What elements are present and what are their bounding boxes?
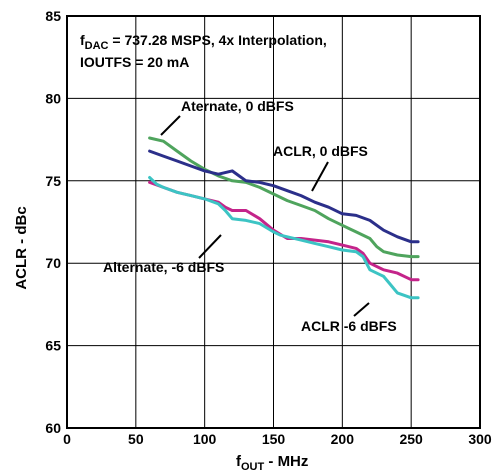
y-tick-label: 80	[45, 90, 61, 106]
grid-lines	[67, 16, 480, 428]
y-tick-label: 60	[45, 420, 61, 436]
x-tick-label: 50	[128, 431, 144, 447]
x-tick-label: 0	[63, 431, 71, 447]
x-axis-title-main: f	[236, 453, 242, 470]
conditions-note-line1: fDAC = 737.28 MSPS, 4x Interpolation,	[80, 32, 327, 52]
note-rest: = 737.28 MSPS, 4x Interpolation,	[109, 32, 327, 48]
series-line-aclr-6-dbfs	[148, 176, 420, 300]
note-main: f	[80, 32, 85, 48]
x-tick-label: 100	[193, 431, 217, 447]
series-label-alternate-minus6dbfs: Alternate, -6 dBFS	[103, 259, 224, 275]
y-tick-label: 75	[45, 173, 61, 189]
leader-aclr-0dbfs	[311, 161, 329, 192]
x-tick-label: 250	[399, 431, 423, 447]
y-tick-label: 65	[45, 338, 61, 354]
series-label-aclr-0dbfs: ACLR, 0 dBFS	[273, 143, 368, 159]
x-axis-title: fOUT - MHz	[236, 453, 308, 473]
series-line-aternate-0-dbfs	[148, 136, 420, 259]
leader-alternate-minus6dbfs	[198, 234, 222, 259]
series-label-aclr-minus6dbfs: ACLR -6 dBFS	[301, 318, 397, 334]
x-axis-title-subscript: OUT	[241, 461, 265, 473]
tick-labels: 0 50 100 150 200 250 300 60 65 70 75 80 85	[45, 8, 491, 447]
leader-alternate-0dbfs	[160, 115, 181, 136]
note-subscript: DAC	[85, 40, 109, 52]
x-axis-title-rest: - MHz	[264, 453, 308, 470]
y-axis-title: ACLR - dBc	[13, 206, 30, 289]
series-line-aclr-0-dbfs	[148, 149, 420, 244]
y-tick-label: 85	[45, 8, 61, 24]
plot-frame	[66, 15, 481, 429]
x-tick-label: 200	[331, 431, 355, 447]
series-label-alternate-0dbfs: Aternate, 0 dBFS	[181, 98, 294, 114]
x-tick-label: 300	[468, 431, 492, 447]
y-tick-label: 70	[45, 255, 61, 271]
series-lines	[148, 136, 420, 300]
leader-aclr-minus6dbfs	[353, 302, 370, 317]
x-tick-label: 150	[262, 431, 286, 447]
conditions-note-line2: IOUTFS = 20 mA	[80, 54, 189, 70]
